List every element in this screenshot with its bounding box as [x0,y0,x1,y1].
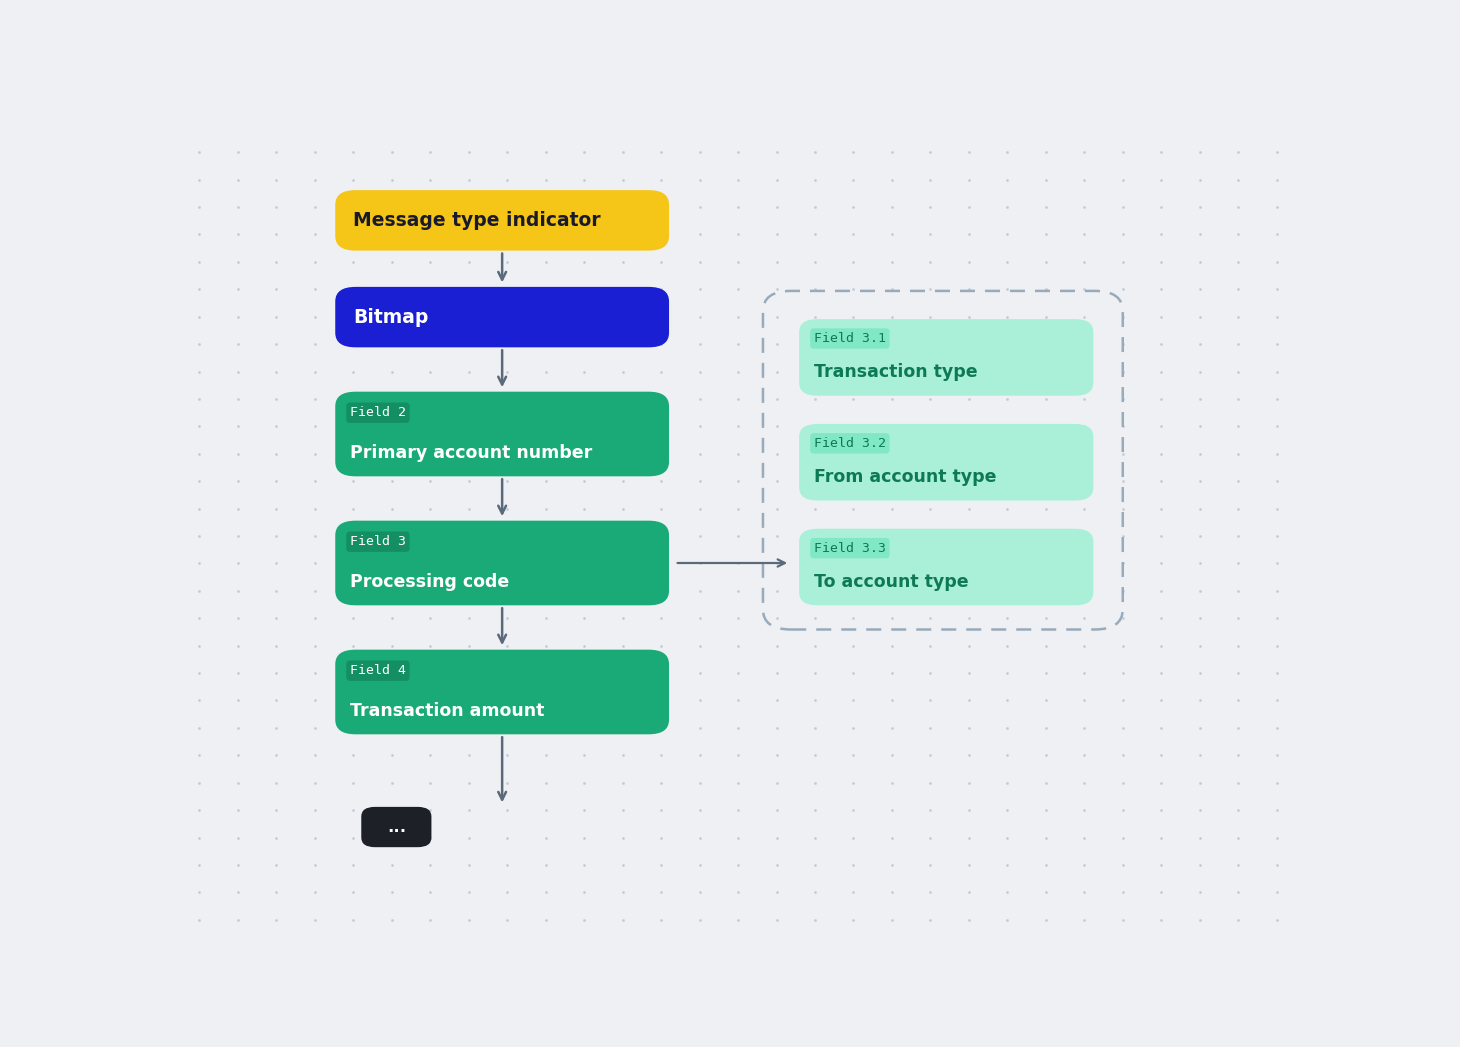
Text: Transaction amount: Transaction amount [350,701,545,719]
FancyBboxPatch shape [336,649,669,734]
Text: ...: ... [387,818,406,836]
Text: Transaction type: Transaction type [813,363,978,381]
Text: Field 3.2: Field 3.2 [813,437,886,450]
FancyBboxPatch shape [799,319,1094,396]
Text: Field 3.3: Field 3.3 [813,541,886,555]
FancyBboxPatch shape [799,529,1094,605]
Text: Field 3: Field 3 [350,535,406,549]
Text: Field 4: Field 4 [350,664,406,677]
Text: Processing code: Processing code [350,573,510,591]
FancyBboxPatch shape [799,424,1094,500]
FancyBboxPatch shape [336,520,669,605]
FancyBboxPatch shape [336,191,669,250]
FancyBboxPatch shape [361,807,432,847]
Text: Message type indicator: Message type indicator [353,210,602,230]
Text: Field 3.1: Field 3.1 [813,332,886,346]
Text: From account type: From account type [813,468,996,486]
Text: Primary account number: Primary account number [350,444,593,462]
FancyBboxPatch shape [336,392,669,476]
Text: To account type: To account type [813,573,968,591]
FancyBboxPatch shape [336,287,669,348]
Text: Bitmap: Bitmap [353,308,429,327]
Text: Field 2: Field 2 [350,406,406,419]
